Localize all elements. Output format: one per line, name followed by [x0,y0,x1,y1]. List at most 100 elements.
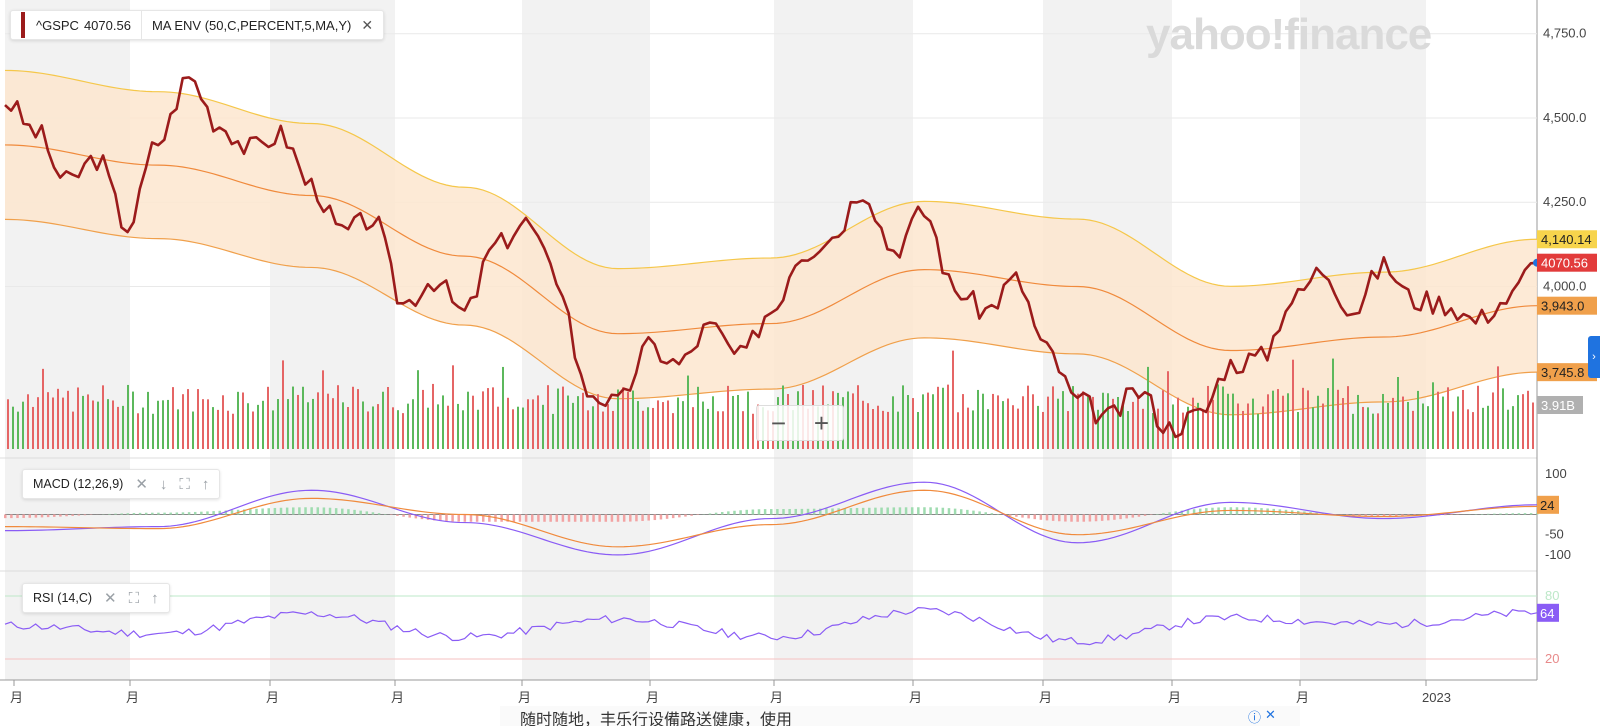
macd-histogram-bar [475,514,479,522]
macd-histogram-bar [469,514,473,522]
volume-bar [632,390,634,449]
macd-histogram-bar [242,509,246,515]
volume-bar [317,392,319,449]
volume-bar [1397,376,1399,449]
volume-bar [1387,402,1389,449]
macd-histogram-bar [592,514,595,522]
macd-histogram-bar [359,510,362,515]
macd-histogram-bar [1045,514,1049,521]
volume-bar [742,411,744,449]
ad-close-icon[interactable]: ✕ [1265,707,1276,722]
macd-histogram-bar [132,513,136,515]
close-icon[interactable]: ✕ [361,16,374,33]
macd-histogram-bar [935,507,938,515]
macd-histogram-bar [1364,514,1367,516]
volume-bar [397,410,399,449]
volume-bar [597,394,599,449]
move-up-icon[interactable]: ↑ [201,475,210,493]
volume-bar [702,401,704,449]
volume-bar [672,413,674,449]
volume-bar [1117,397,1119,449]
macd-histogram-bar [1174,511,1177,515]
macd-label: MACD (12,26,9) [33,477,124,491]
macd-histogram-bar [138,512,142,515]
macd-histogram-bar [647,514,650,521]
macd-histogram-bar [849,508,853,515]
macd-tag [1537,495,1559,514]
side-panel-tab[interactable]: › [1588,336,1600,378]
volume-bar [252,411,254,449]
volume-bar [627,391,629,449]
volume-bar [232,413,234,449]
move-down-icon[interactable]: ↓ [159,475,168,493]
volume-bar [1502,388,1504,449]
volume-bar [197,389,199,449]
close-icon[interactable]: ✕ [104,590,117,607]
indicator-name: MA ENV (50,C,PERCENT,5,MA,Y) [151,17,352,33]
ad-info-icon[interactable]: ⓘ [1248,710,1262,725]
volume-bar [242,392,244,449]
volume-bar [1152,412,1154,449]
macd-histogram-bar [451,514,454,522]
volume-bar [1132,401,1134,449]
volume-bar [1242,410,1244,449]
macd-histogram-bar [610,514,614,522]
moving-average-line [4,144,1538,352]
volume-bar [1357,394,1359,449]
macd-histogram-bar [1015,514,1018,517]
close-icon[interactable]: ✕ [135,476,148,493]
macd-tag-label: 24 [1540,498,1554,513]
macd-histogram-bar [1511,513,1514,515]
volume-bar [452,365,454,449]
volume-bar [532,399,534,449]
volume-bar [1002,401,1004,449]
macd-histogram-bar [947,508,951,515]
volume-bar [97,401,99,449]
macd-histogram-bar [892,507,896,515]
symbol-legend[interactable]: ^GSPC 4070.56 [11,12,141,38]
volume-bar [512,409,514,449]
volume-bar [567,395,569,449]
macd-histogram-bar [531,514,534,522]
macd-histogram-bar [1008,514,1012,516]
volume-bar [1292,359,1294,449]
indicator-legend[interactable]: MA ENV (50,C,PERCENT,5,MA,Y) ✕ [142,17,383,34]
macd-histogram-bar [708,513,712,515]
macd-histogram-bar [53,514,56,517]
volume-bar [27,394,29,449]
volume-bar [497,406,499,449]
volume-bar [882,410,884,449]
macd-histogram-bar [1125,514,1128,519]
volume-bar [1167,371,1169,449]
volume-bar [1007,398,1009,449]
volume-bar [482,391,484,449]
move-up-icon[interactable]: ↑ [151,589,159,607]
zoom-in-button[interactable]: + [813,407,830,438]
volume-bar [1087,396,1089,449]
expand-icon[interactable]: ⛶ [179,475,190,493]
volume-bar [472,395,474,449]
volume-bar [52,397,54,449]
volume-bar [152,413,154,449]
volume-bar [1307,390,1309,449]
macd-histogram-bar [1162,513,1165,515]
volume-bar [437,404,439,449]
volume-bar [502,366,504,449]
macd-histogram-bar [671,514,675,519]
expand-icon[interactable]: ⛶ [128,589,140,607]
volume-bar [412,399,414,449]
volume-bar [332,398,334,449]
volume-bar [1022,396,1024,449]
macd-histogram-bar [1198,508,1202,515]
zoom-out-button[interactable]: − [770,407,787,438]
volume-bar [1367,407,1369,449]
volume-bar [1252,398,1254,449]
macd-histogram-bar [684,514,687,517]
ad-banner[interactable]: 随时随地，丰乐行设備路送健康，使用 [500,706,1300,726]
macd-histogram-bar [1088,514,1092,522]
macd-histogram-bar [10,514,13,519]
volume-bar [667,400,669,449]
volume-bar [1172,404,1174,449]
volume-bar [932,394,934,449]
